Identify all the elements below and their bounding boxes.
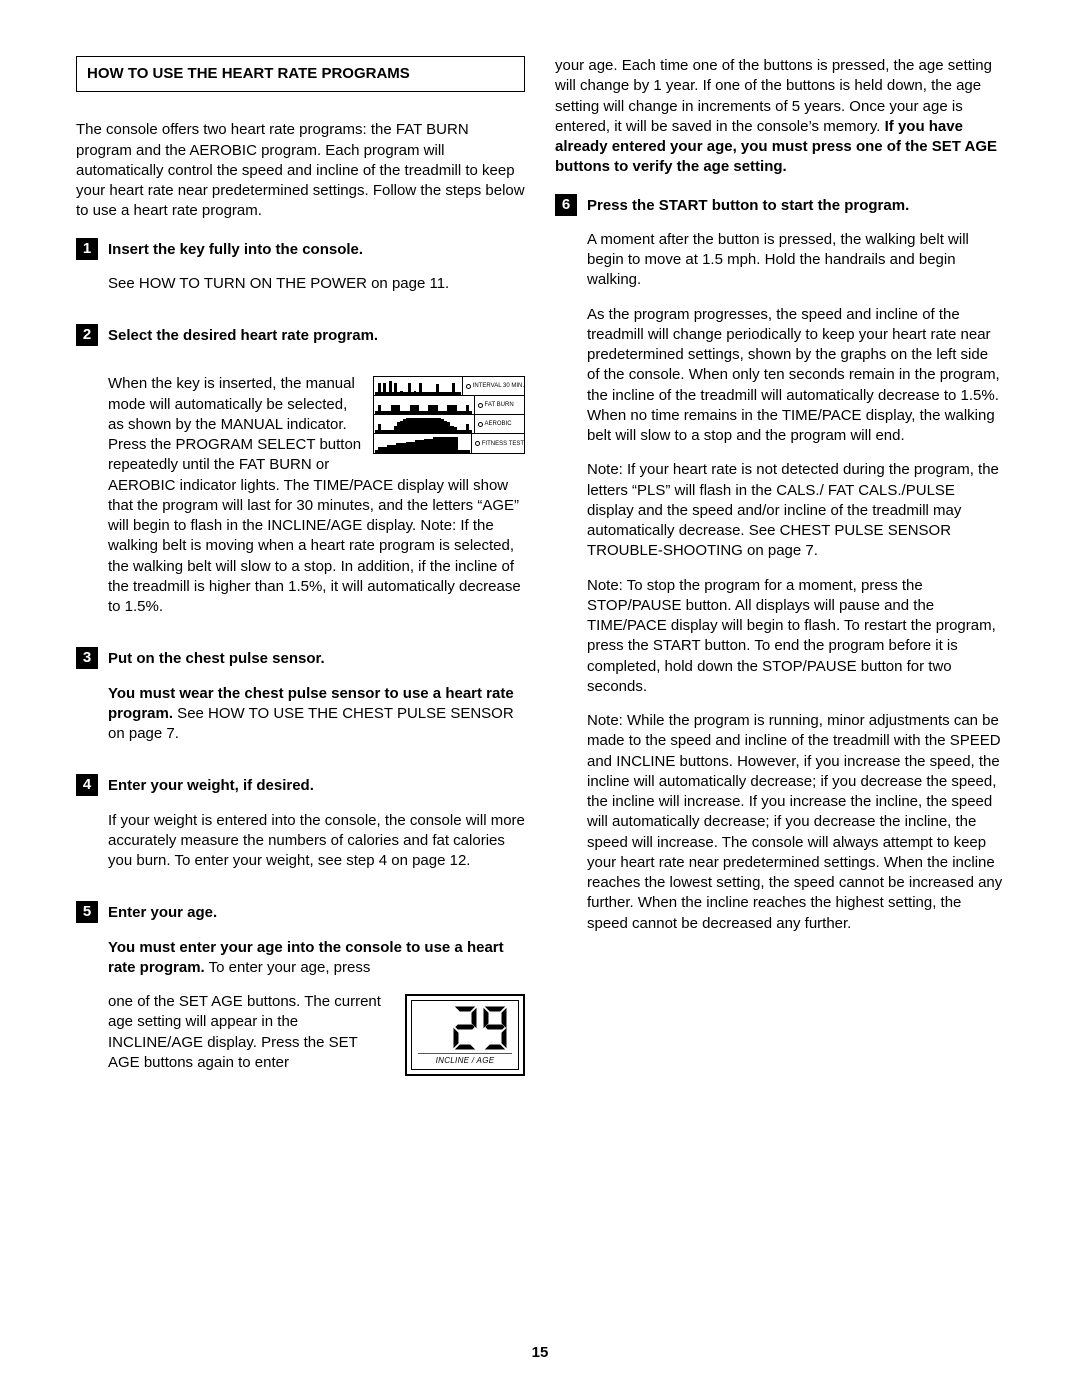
age-display-label: INCLINE / AGE xyxy=(418,1053,512,1067)
step-body: See HOW TO TURN ON THE POWER on page 11. xyxy=(108,274,525,294)
step-1: 1 Insert the key fully into the console. S… xyxy=(76,240,525,309)
right-column: your age. Each time one of the buttons i… xyxy=(555,56,1004,1105)
step-heading: Enter your age. xyxy=(108,903,525,923)
indicator-dot-icon xyxy=(478,403,483,408)
step-paragraph: You must enter your age into the console… xyxy=(108,938,525,979)
step-heading: Put on the chest pulse sensor. xyxy=(108,649,525,669)
intro-paragraph: The console offers two heart rate progra… xyxy=(76,120,525,221)
program-label: AEROBIC xyxy=(475,415,524,433)
left-column: HOW TO USE THE HEART RATE PROGRAMS The c… xyxy=(76,56,525,1105)
program-row: INTERVAL 30 MIN. xyxy=(374,377,524,396)
program-bars xyxy=(374,377,463,395)
step-number-badge: 1 xyxy=(76,238,98,260)
step-body: You must wear the chest pulse sensor to … xyxy=(108,684,525,745)
step-paragraph: Note: If your heart rate is not detected… xyxy=(587,460,1004,561)
step-number-badge: 5 xyxy=(76,901,98,923)
program-bars xyxy=(374,396,475,414)
program-bars xyxy=(374,434,472,453)
step-paragraph: See HOW TO TURN ON THE POWER on page 11. xyxy=(108,274,525,294)
step-5: 5 Enter your age. You must enter your age … xyxy=(76,903,525,1087)
page-number: 15 xyxy=(0,1343,1080,1363)
step-heading: Select the desired heart rate program. xyxy=(108,326,525,346)
step-paragraph: Note: While the program is running, mino… xyxy=(587,711,1004,934)
program-row: FITNESS TEST xyxy=(374,434,524,453)
step-body: You must enter your age into the console… xyxy=(108,938,525,1074)
step-6: 6 Press the START button to start the pro… xyxy=(555,196,1004,948)
step-3: 3 Put on the chest pulse sensor. You must … xyxy=(76,649,525,758)
program-bars xyxy=(374,415,475,433)
step-paragraph: Note: To stop the program for a moment, … xyxy=(587,576,1004,698)
step-body: INTERVAL 30 MIN.FAT BURNAEROBICFITNESS T… xyxy=(108,360,525,617)
step-number-badge: 6 xyxy=(555,194,577,216)
step-paragraph: You must wear the chest pulse sensor to … xyxy=(108,684,525,745)
step-heading: Insert the key fully into the console. xyxy=(108,240,525,260)
age-digits xyxy=(418,1005,512,1051)
program-label: FAT BURN xyxy=(475,396,524,414)
step-heading: Press the START button to start the prog… xyxy=(587,196,1004,216)
step-paragraph: If your weight is entered into the conso… xyxy=(108,811,525,872)
step-4: 4 Enter your weight, if desired. If your w… xyxy=(76,776,525,885)
step-paragraph: A moment after the button is pressed, th… xyxy=(587,230,1004,291)
step-5-continuation: your age. Each time one of the buttons i… xyxy=(555,56,1004,178)
program-label: FITNESS TEST xyxy=(472,434,524,453)
step-body: A moment after the button is pressed, th… xyxy=(587,230,1004,934)
step-heading: Enter your weight, if desired. xyxy=(108,776,525,796)
program-row: FAT BURN xyxy=(374,396,524,415)
indicator-dot-icon xyxy=(466,384,471,389)
program-row: AEROBIC xyxy=(374,415,524,434)
step-body: If your weight is entered into the conso… xyxy=(108,811,525,872)
step-number-badge: 4 xyxy=(76,774,98,796)
step-paragraph: As the program progresses, the speed and… xyxy=(587,305,1004,447)
programs-graph-figure: INTERVAL 30 MIN.FAT BURNAEROBICFITNESS T… xyxy=(373,376,525,454)
section-title: HOW TO USE THE HEART RATE PROGRAMS xyxy=(76,56,525,92)
page-columns: HOW TO USE THE HEART RATE PROGRAMS The c… xyxy=(76,56,1004,1105)
step-2: 2 Select the desired heart rate program. I… xyxy=(76,326,525,631)
indicator-dot-icon xyxy=(475,441,480,446)
indicator-dot-icon xyxy=(478,422,483,427)
step-number-badge: 2 xyxy=(76,324,98,346)
program-label: INTERVAL 30 MIN. xyxy=(463,377,524,395)
age-display-figure: INCLINE / AGE xyxy=(405,994,525,1076)
step-number-badge: 3 xyxy=(76,647,98,669)
